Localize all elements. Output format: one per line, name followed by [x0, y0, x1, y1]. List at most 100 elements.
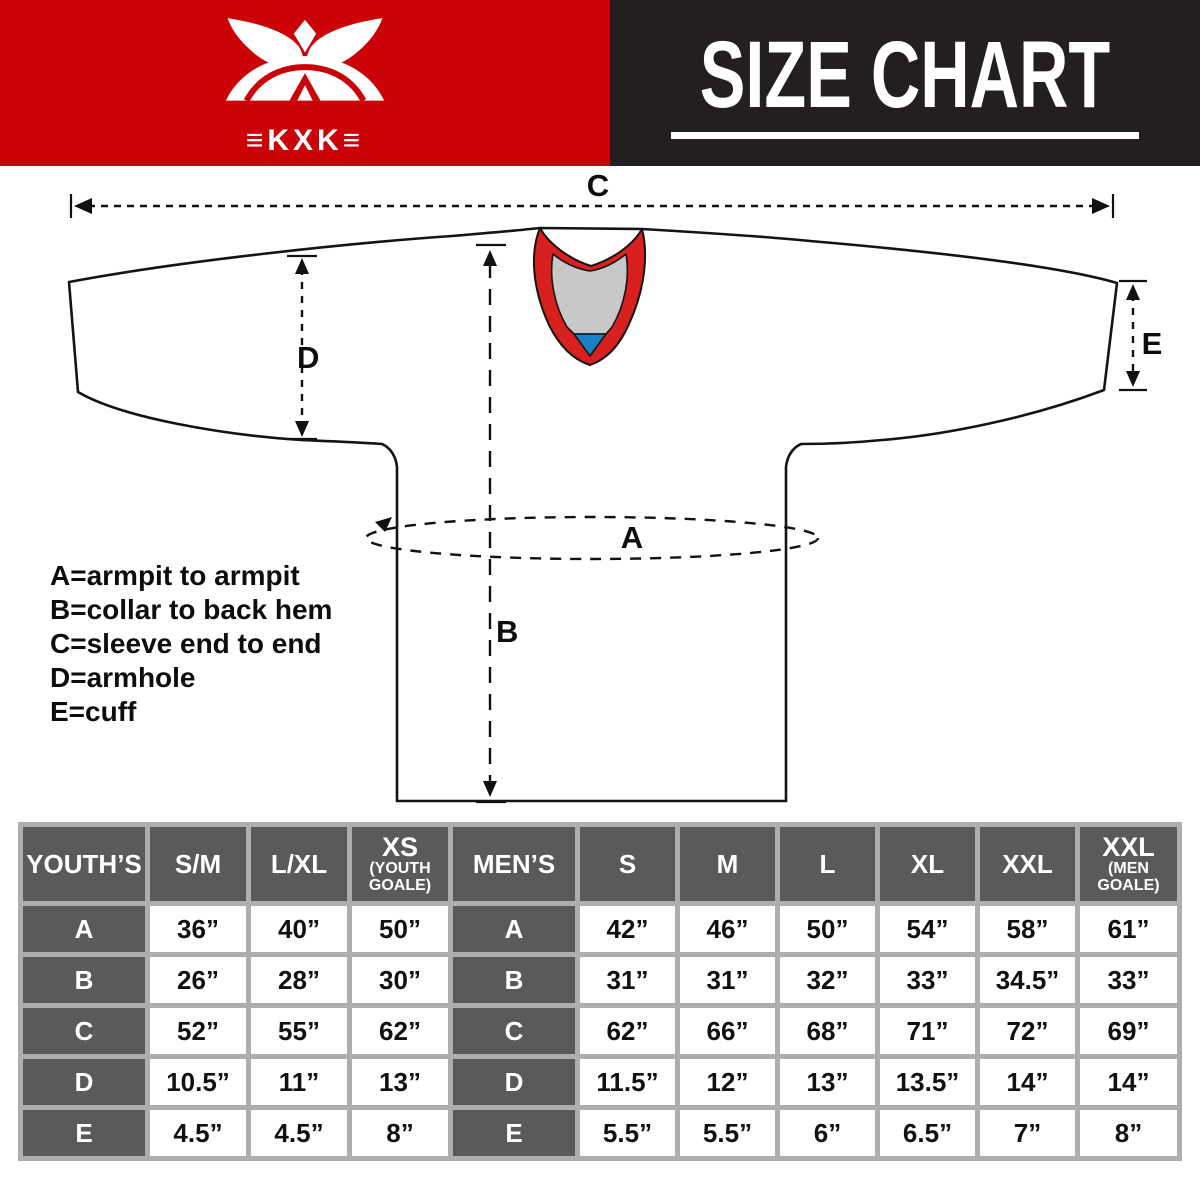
- legend-line-c: C=sleeve end to end: [50, 628, 322, 659]
- cell: 30”: [352, 957, 448, 1003]
- a-arrowhead: [375, 517, 392, 532]
- table-header-row: YOUTH’S S/M L/XL XS (YOUTH GOALE) MEN’S …: [23, 827, 1177, 901]
- table-row-a: A 36” 40” 50” A 42” 46” 50” 54” 58” 61”: [23, 906, 1177, 952]
- collar-blue-triangle: [573, 333, 607, 357]
- cell: 13”: [780, 1059, 875, 1105]
- table-row-e: E 4.5” 4.5” 8” E 5.5” 5.5” 6” 6.5” 7” 8”: [23, 1110, 1177, 1156]
- youth-col-goalie: XS (YOUTH GOALE): [352, 827, 448, 901]
- d-arrowhead-top: [295, 258, 309, 274]
- cell: 52”: [150, 1008, 246, 1054]
- title-underline: [671, 131, 1139, 139]
- page-header: ≡KXK≡ SIZE CHART: [0, 0, 1200, 166]
- label-c: C: [587, 168, 609, 203]
- cell: 8”: [352, 1110, 448, 1156]
- cell: 71”: [880, 1008, 975, 1054]
- men-col-s: S: [580, 827, 675, 901]
- cell: 6”: [780, 1110, 875, 1156]
- b-arrowhead-top: [483, 250, 497, 266]
- youth-goalie-note: (YOUTH GOALE): [368, 860, 432, 894]
- men-row-label: B: [453, 957, 575, 1003]
- men-row-label: A: [453, 906, 575, 952]
- men-title-cell: MEN’S: [453, 827, 575, 901]
- a-ellipse: [364, 515, 820, 561]
- cell: 33”: [880, 957, 975, 1003]
- cell: 7”: [980, 1110, 1075, 1156]
- label-a: A: [621, 520, 643, 555]
- youth-col-lxl: L/XL: [251, 827, 347, 901]
- cell: 40”: [251, 906, 347, 952]
- kxk-wordmark: ≡KXK≡: [245, 123, 365, 157]
- cell: 5.5”: [680, 1110, 775, 1156]
- cell: 62”: [352, 1008, 448, 1054]
- cell: 36”: [150, 906, 246, 952]
- youth-row-label: A: [23, 906, 145, 952]
- kxk-logo-icon: [225, 17, 385, 102]
- cell: 13.5”: [880, 1059, 975, 1105]
- e-arrowhead-top: [1126, 284, 1140, 300]
- men-row-label: D: [453, 1059, 575, 1105]
- cell: 72”: [980, 1008, 1075, 1054]
- legend-line-a: A=armpit to armpit: [50, 560, 300, 591]
- cell: 10.5”: [150, 1059, 246, 1105]
- cell: 28”: [251, 957, 347, 1003]
- brand-panel: ≡KXK≡: [0, 0, 610, 166]
- men-row-label: C: [453, 1008, 575, 1054]
- cell: 13”: [352, 1059, 448, 1105]
- cell: 14”: [1080, 1059, 1177, 1105]
- cell: 4.5”: [150, 1110, 246, 1156]
- e-arrowhead-bottom: [1126, 371, 1140, 387]
- cell: 5.5”: [580, 1110, 675, 1156]
- cell: 11.5”: [580, 1059, 675, 1105]
- cell: 54”: [880, 906, 975, 952]
- youth-row-label: C: [23, 1008, 145, 1054]
- title-panel: SIZE CHART: [610, 0, 1200, 166]
- cell: 42”: [580, 906, 675, 952]
- men-col-l: L: [780, 827, 875, 901]
- cell: 46”: [680, 906, 775, 952]
- men-col-goalie: XXL (MEN GOALE): [1080, 827, 1177, 901]
- legend-line-d: D=armhole: [50, 662, 196, 693]
- legend-line-e: E=cuff: [50, 696, 137, 727]
- legend-line-b: B=collar to back hem: [50, 594, 333, 625]
- page-title: SIZE CHART: [699, 21, 1111, 128]
- jersey-measurement-diagram: C D B E A: [67, 168, 1162, 804]
- youth-row-label: E: [23, 1110, 145, 1156]
- cell: 50”: [352, 906, 448, 952]
- youth-row-label: B: [23, 957, 145, 1003]
- cell: 69”: [1080, 1008, 1177, 1054]
- c-arrowhead-left: [74, 198, 92, 214]
- b-arrowhead-bottom: [483, 781, 497, 797]
- cell: 32”: [780, 957, 875, 1003]
- cell: 58”: [980, 906, 1075, 952]
- men-goalie-note: (MEN GOALE): [1097, 860, 1160, 894]
- cell: 12”: [680, 1059, 775, 1105]
- cell: 50”: [780, 906, 875, 952]
- cell: 66”: [680, 1008, 775, 1054]
- measurement-legend: A=armpit to armpit B=collar to back hem …: [50, 559, 332, 729]
- cell: 11”: [251, 1059, 347, 1105]
- youth-col-sm: S/M: [150, 827, 246, 901]
- cell: 14”: [980, 1059, 1075, 1105]
- size-table: YOUTH’S S/M L/XL XS (YOUTH GOALE) MEN’S …: [18, 822, 1182, 1161]
- c-arrowhead-right: [1092, 198, 1110, 214]
- cell: 34.5”: [980, 957, 1075, 1003]
- cell: 55”: [251, 1008, 347, 1054]
- men-col-m: M: [680, 827, 775, 901]
- cell: 61”: [1080, 906, 1177, 952]
- jersey-outline: [67, 226, 1119, 803]
- cell: 26”: [150, 957, 246, 1003]
- table-row-c: C 52” 55” 62” C 62” 66” 68” 71” 72” 69”: [23, 1008, 1177, 1054]
- table-row-d: D 10.5” 11” 13” D 11.5” 12” 13” 13.5” 14…: [23, 1059, 1177, 1105]
- youth-title-cell: YOUTH’S: [23, 827, 145, 901]
- men-col-xl: XL: [880, 827, 975, 901]
- cell: 62”: [580, 1008, 675, 1054]
- collar-inner-gray: [550, 253, 629, 335]
- cell: 4.5”: [251, 1110, 347, 1156]
- label-d: D: [297, 340, 319, 375]
- men-goalie-size: XXL: [1102, 832, 1155, 862]
- men-row-label: E: [453, 1110, 575, 1156]
- men-col-xxl: XXL: [980, 827, 1075, 901]
- table-row-b: B 26” 28” 30” B 31” 31” 32” 33” 34.5” 33…: [23, 957, 1177, 1003]
- youth-row-label: D: [23, 1059, 145, 1105]
